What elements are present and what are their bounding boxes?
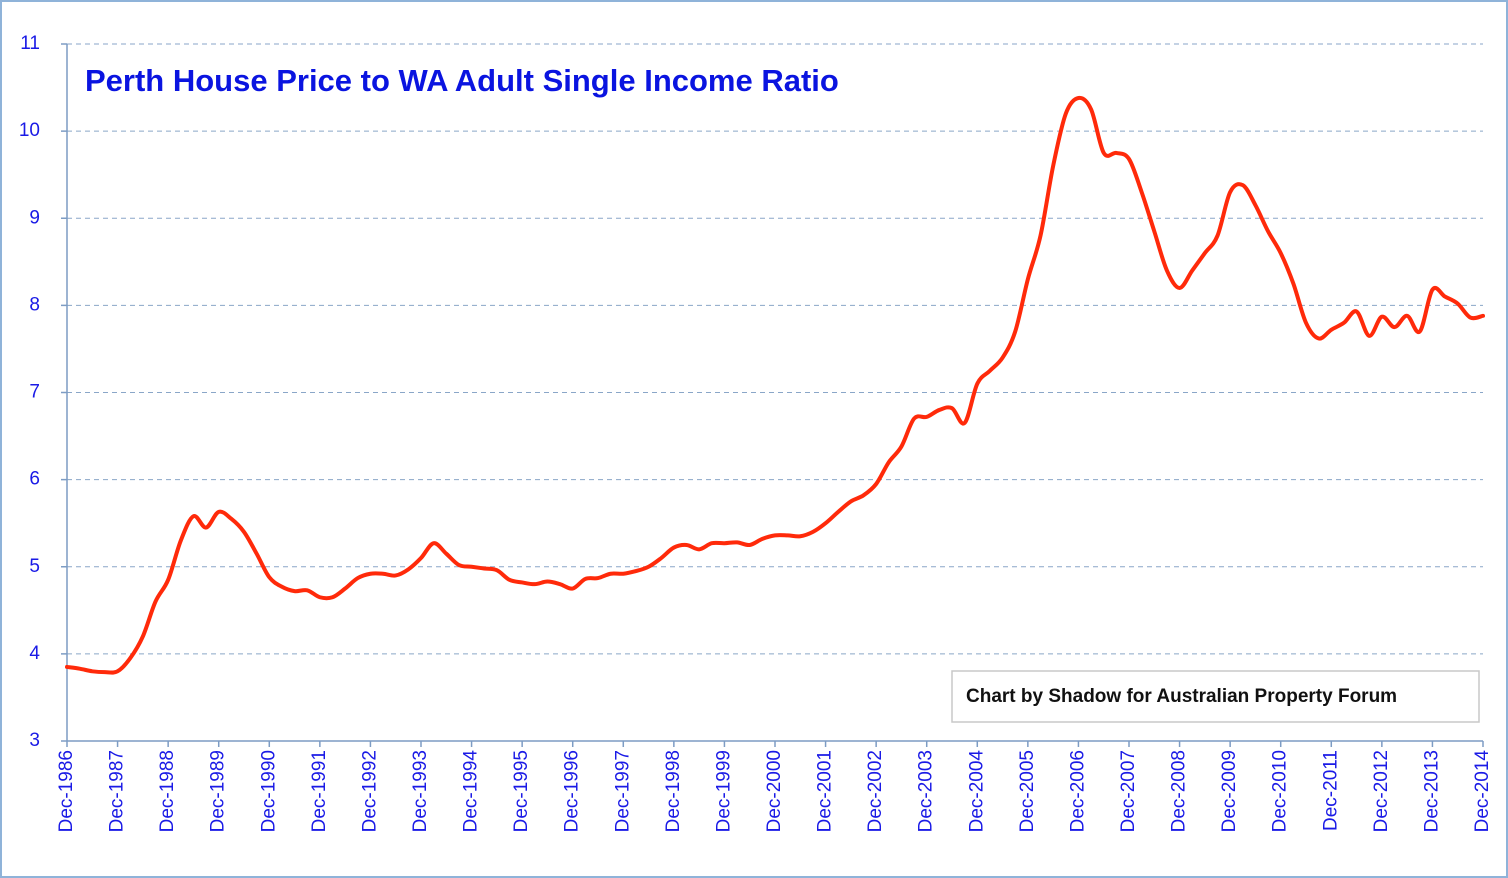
x-tick-label: Dec-2001	[815, 750, 836, 832]
x-tick-label: Dec-1998	[663, 750, 684, 832]
y-tick-label: 8	[29, 294, 40, 315]
y-tick-label: 5	[29, 556, 40, 577]
x-tick-label: Dec-1996	[562, 750, 583, 832]
x-tick-label: Dec-2004	[966, 750, 987, 833]
x-tick-label: Dec-2005	[1017, 750, 1038, 832]
y-tick-label: 10	[19, 120, 40, 141]
annotation: Chart by Shadow for Australian Property …	[966, 686, 1397, 707]
y-tick-label: 11	[20, 33, 40, 54]
x-tick-label: Dec-2012	[1371, 750, 1392, 832]
x-tick-label: Dec-2000	[764, 750, 785, 832]
y-tick-label: 4	[29, 643, 40, 664]
x-tick-label: Dec-2011	[1320, 750, 1341, 831]
x-tick-label: Dec-1986	[56, 750, 77, 832]
x-tick-label: Dec-1994	[461, 750, 482, 833]
x-tick-label: Dec-1990	[258, 750, 279, 832]
x-tick-label: Dec-1991	[309, 750, 330, 832]
y-tick-label: 3	[29, 730, 40, 751]
data-line	[65, 95, 1485, 675]
x-tick-label: Dec-1989	[208, 750, 229, 832]
x-tick-label: Dec-1987	[107, 750, 128, 832]
x-tick-label: Dec-1997	[612, 750, 633, 832]
chart-title: Perth House Price to WA Adult Single Inc…	[85, 63, 839, 98]
x-tick-label: Dec-1995	[511, 750, 532, 832]
x-tick-label: Dec-1988	[157, 750, 178, 832]
x-tick-label: Dec-2007	[1118, 750, 1139, 832]
y-tick-label: 6	[29, 469, 40, 490]
x-tick-label: Dec-2006	[1067, 750, 1088, 832]
annotation-box	[951, 670, 1480, 723]
x-tick-label: Dec-2002	[865, 750, 886, 832]
x-tick-label: Dec-1992	[359, 750, 380, 832]
y-tick-label: 9	[29, 207, 40, 228]
x-tick-label: Dec-2008	[1169, 750, 1190, 832]
x-tick-label: Dec-2013	[1421, 750, 1442, 832]
x-tick-label: Dec-1993	[410, 750, 431, 832]
x-tick-label: Dec-2003	[916, 750, 937, 832]
y-tick-label: 7	[29, 382, 40, 403]
x-tick-label: Dec-1999	[713, 750, 734, 832]
grid	[67, 43, 1483, 655]
x-tick-label: Dec-2009	[1219, 750, 1240, 832]
x-tick-label: Dec-2014	[1472, 750, 1493, 833]
x-tick-label: Dec-2010	[1270, 750, 1291, 832]
